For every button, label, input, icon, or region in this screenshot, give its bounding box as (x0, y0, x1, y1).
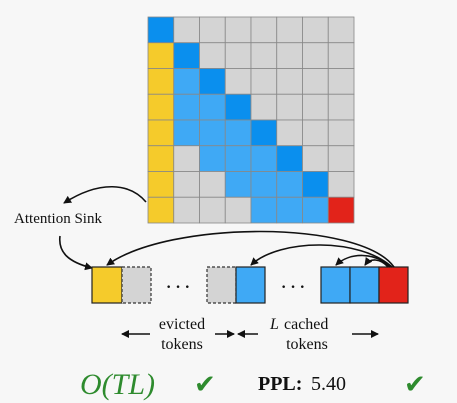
evicted-label-2: tokens (161, 336, 203, 353)
matrix-cell-future (302, 16, 329, 44)
matrix-cell-future (327, 145, 355, 172)
evicted-token (121, 266, 152, 304)
ellipsis-evicted: · · · (166, 279, 190, 296)
matrix-cell-future (199, 16, 226, 44)
attend-to-cached-arrow (250, 244, 393, 268)
matrix-cell-window (250, 196, 278, 224)
matrix-cell-future (276, 119, 303, 147)
matrix-cell-window (173, 68, 200, 95)
matrix-cell-window (250, 145, 278, 172)
matrix-cell-sink (147, 42, 175, 69)
matrix-cell-future (327, 93, 355, 121)
matrix-cell-window (224, 119, 252, 147)
cached-token (349, 266, 380, 304)
attend-to-sink-arrow (106, 230, 395, 268)
matrix-cell-masked (173, 145, 200, 172)
matrix-cell-masked (224, 196, 252, 224)
matrix-cell-window (199, 145, 226, 172)
matrix-cell-window (250, 171, 278, 198)
matrix-cell-future (302, 93, 329, 121)
cached-label-L: L (269, 316, 279, 333)
current-token (378, 266, 409, 304)
matrix-cell-future (224, 16, 252, 44)
attention-matrix (147, 16, 355, 224)
matrix-cell-future (302, 119, 329, 147)
attention-sink-label: Attention Sink (14, 211, 102, 227)
token-row (91, 266, 409, 304)
matrix-cell-future (327, 16, 355, 44)
matrix-cell-window (276, 171, 303, 198)
attend-to-cached-arrow (335, 254, 391, 268)
matrix-cell-diagonal (276, 145, 303, 172)
matrix-cell-masked (173, 171, 200, 198)
matrix-cell-future (302, 68, 329, 95)
matrix-cell-future (327, 68, 355, 95)
matrix-cell-sink (147, 68, 175, 95)
matrix-cell-diagonal (302, 171, 329, 198)
matrix-cell-window (276, 196, 303, 224)
matrix-cell-future (250, 42, 278, 69)
matrix-cell-diagonal (224, 93, 252, 121)
matrix-to-sink-arrow (63, 185, 147, 204)
matrix-cell-window (224, 145, 252, 172)
matrix-cell-sink (147, 171, 175, 198)
matrix-cell-future (302, 42, 329, 69)
matrix-cell-masked (199, 196, 226, 224)
matrix-cell-masked (199, 171, 226, 198)
attend-to-cached-arrow (364, 256, 389, 268)
matrix-cell-future (199, 42, 226, 69)
matrix-cell-sink (147, 93, 175, 121)
matrix-cell-masked (173, 196, 200, 224)
sink-token (91, 266, 123, 304)
matrix-cell-future (276, 42, 303, 69)
complexity-check-icon: ✔ (194, 370, 216, 400)
ppl-label: PPL: (258, 373, 302, 395)
ellipsis-cached: · · · (281, 279, 305, 296)
matrix-cell-future (276, 93, 303, 121)
matrix-cell-diagonal (173, 42, 200, 69)
matrix-cell-sink (147, 145, 175, 172)
matrix-cell-future (327, 42, 355, 69)
matrix-cell-future (173, 16, 200, 44)
evicted-token (206, 266, 237, 304)
matrix-cell-diagonal (199, 68, 226, 95)
cached-token (235, 266, 266, 304)
matrix-cell-future (276, 68, 303, 95)
matrix-cell-future (327, 119, 355, 147)
matrix-cell-sink (147, 196, 175, 224)
cached-label: cached (284, 316, 328, 333)
ppl-check-icon: ✔ (404, 370, 426, 400)
matrix-cell-future (302, 145, 329, 172)
matrix-cell-current (327, 196, 355, 224)
sink-to-token-arrow (59, 235, 93, 271)
matrix-cell-window (173, 119, 200, 147)
ppl-value: 5.40 (311, 373, 346, 395)
matrix-cell-future (250, 68, 278, 95)
matrix-cell-future (250, 16, 278, 44)
matrix-cell-future (327, 171, 355, 198)
matrix-cell-window (199, 119, 226, 147)
cached-label-2: tokens (286, 336, 328, 353)
matrix-cell-window (173, 93, 200, 121)
matrix-cell-diagonal (250, 119, 278, 147)
matrix-cell-future (224, 42, 252, 69)
matrix-cell-diagonal (147, 16, 175, 44)
complexity-label: O(TL) (80, 368, 155, 401)
matrix-cell-future (276, 16, 303, 44)
matrix-cell-window (302, 196, 329, 224)
matrix-cell-sink (147, 119, 175, 147)
matrix-cell-future (250, 93, 278, 121)
matrix-cell-window (224, 171, 252, 198)
evicted-label: evicted (159, 316, 205, 333)
cached-token (320, 266, 351, 304)
matrix-cell-window (199, 93, 226, 121)
matrix-cell-future (224, 68, 252, 95)
